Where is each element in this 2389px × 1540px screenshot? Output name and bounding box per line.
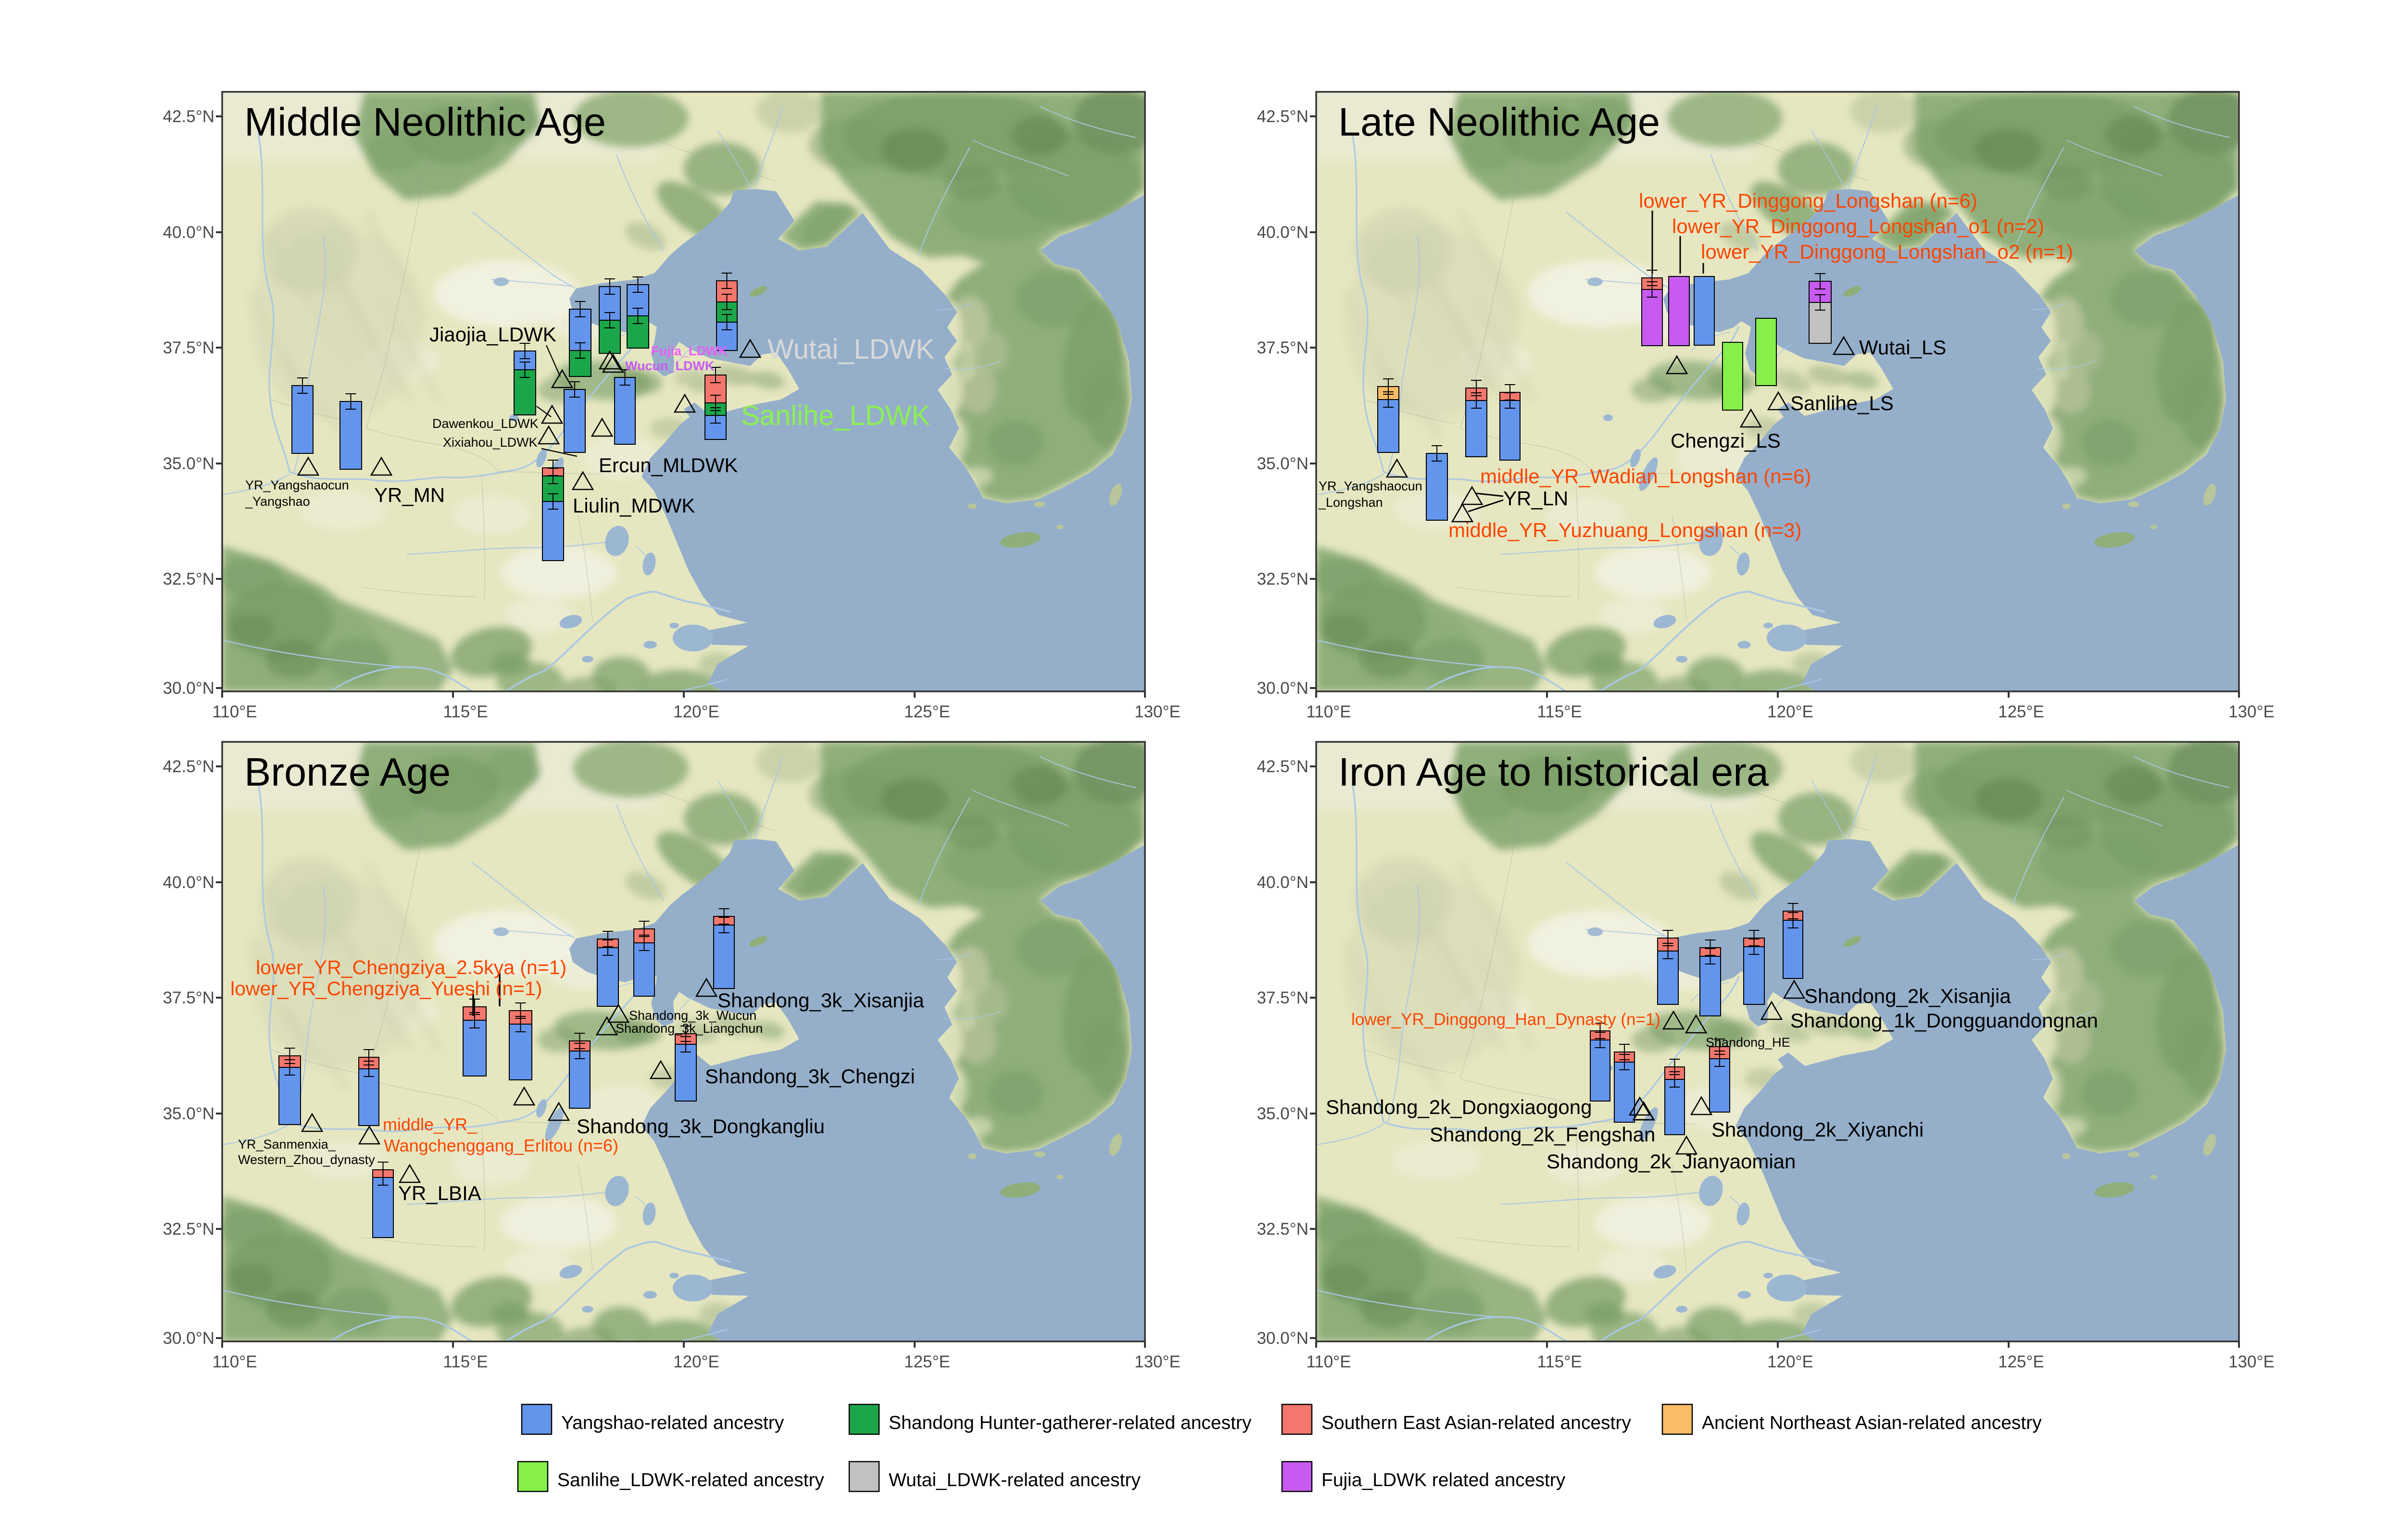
svg-text:110°E: 110°E (1306, 702, 1351, 721)
svg-text:middle_YR_: middle_YR_ (383, 1114, 478, 1134)
svg-text:YR_LN: YR_LN (1503, 487, 1568, 510)
svg-text:Shandong_2k_Xisanjia: Shandong_2k_Xisanjia (1804, 985, 2011, 1007)
svg-text:42.5°N: 42.5°N (163, 107, 214, 126)
svg-text:35.0°N: 35.0°N (163, 454, 214, 473)
svg-text:42.5°N: 42.5°N (163, 757, 214, 776)
svg-text:120°E: 120°E (1767, 702, 1813, 721)
svg-text:Shandong_HE: Shandong_HE (1706, 1035, 1790, 1050)
svg-text:Southern East Asian-related an: Southern East Asian-related ancestry (1321, 1413, 1631, 1433)
svg-text:Shandong_3k_Xisanjia: Shandong_3k_Xisanjia (717, 989, 924, 1012)
svg-text:lower_YR_Chengziya_Yueshi (n=1: lower_YR_Chengziya_Yueshi (n=1) (230, 977, 542, 1000)
svg-text:37.5°N: 37.5°N (163, 989, 214, 1007)
svg-text:lower_YR_Dinggong_Han_Dynasty: lower_YR_Dinggong_Han_Dynasty (n=1) (1351, 1010, 1660, 1029)
svg-text:Shandong_1k_Dongguandongnan: Shandong_1k_Dongguandongnan (1790, 1009, 2098, 1032)
svg-text:lower_YR_Chengziya_2.5kya (n=1: lower_YR_Chengziya_2.5kya (n=1) (256, 956, 566, 978)
svg-text:Shandong_2k_Fengshan: Shandong_2k_Fengshan (1430, 1123, 1655, 1146)
svg-text:Wutai_LDWK-related ancestry: Wutai_LDWK-related ancestry (889, 1470, 1141, 1490)
svg-text:Chengzi_LS: Chengzi_LS (1671, 429, 1781, 452)
svg-text:Liulin_MDWK: Liulin_MDWK (573, 494, 695, 517)
svg-text:30.0°N: 30.0°N (1257, 679, 1308, 698)
svg-text:Iron Age to historical era: Iron Age to historical era (1338, 750, 1769, 794)
svg-text:30.0°N: 30.0°N (1257, 1329, 1308, 1348)
svg-text:Late Neolithic Age: Late Neolithic Age (1338, 100, 1660, 144)
svg-text:40.0°N: 40.0°N (163, 223, 214, 242)
svg-text:Middle Neolithic Age: Middle Neolithic Age (244, 100, 606, 144)
svg-text:Yangshao-related ancestry: Yangshao-related ancestry (561, 1413, 784, 1433)
svg-text:32.5°N: 32.5°N (163, 1220, 214, 1239)
svg-text:130°E: 130°E (2228, 1352, 2275, 1371)
svg-text:130°E: 130°E (1134, 702, 1181, 721)
svg-text:Western_Zhou_dynasty: Western_Zhou_dynasty (238, 1152, 375, 1167)
svg-text:Shandong_2k_Xiyanchi: Shandong_2k_Xiyanchi (1711, 1118, 1924, 1141)
svg-text:Shandong_3k_Liangchun: Shandong_3k_Liangchun (616, 1021, 763, 1036)
svg-text:32.5°N: 32.5°N (1257, 1220, 1308, 1239)
svg-text:110°E: 110°E (1306, 1352, 1351, 1371)
svg-text:37.5°N: 37.5°N (1257, 989, 1308, 1007)
svg-text:30.0°N: 30.0°N (163, 1329, 214, 1348)
svg-text:115°E: 115°E (1537, 702, 1582, 721)
svg-text:42.5°N: 42.5°N (1257, 107, 1308, 126)
svg-text:Ancient Northeast Asian-relate: Ancient Northeast Asian-related ancestry (1702, 1413, 2042, 1433)
svg-text:110°E: 110°E (212, 702, 257, 721)
svg-text:125°E: 125°E (904, 1352, 950, 1371)
svg-text:Xixiahou_LDWK: Xixiahou_LDWK (443, 435, 538, 450)
svg-text:_Longshan: _Longshan (1318, 495, 1383, 510)
svg-text:Shandong_2k_Dongxiaogong: Shandong_2k_Dongxiaogong (1326, 1096, 1592, 1118)
svg-text:YR_MN: YR_MN (374, 484, 445, 506)
svg-text:Jiaojia_LDWK: Jiaojia_LDWK (429, 323, 556, 346)
svg-text:Shandong_3k_Dongkangliu: Shandong_3k_Dongkangliu (577, 1115, 825, 1138)
svg-text:120°E: 120°E (673, 702, 719, 721)
svg-text:Wutai_LS: Wutai_LS (1859, 336, 1946, 359)
svg-text:115°E: 115°E (443, 1352, 488, 1371)
svg-text:Shandong_2k_Jianyaomian: Shandong_2k_Jianyaomian (1547, 1150, 1796, 1173)
svg-text:middle_YR_Yuzhuang_Longshan (n: middle_YR_Yuzhuang_Longshan (n=3) (1448, 519, 1801, 541)
svg-text:40.0°N: 40.0°N (1257, 223, 1308, 242)
svg-text:32.5°N: 32.5°N (163, 570, 214, 588)
svg-text:110°E: 110°E (212, 1352, 257, 1371)
svg-text:40.0°N: 40.0°N (163, 873, 214, 892)
svg-text:YR_LBIA: YR_LBIA (398, 1182, 481, 1204)
svg-text:Shandong Hunter-gatherer-relat: Shandong Hunter-gatherer-related ancestr… (889, 1413, 1252, 1433)
svg-text:lower_YR_Dinggong_Longshan_o2: lower_YR_Dinggong_Longshan_o2 (n=1) (1701, 240, 2073, 263)
svg-text:125°E: 125°E (1998, 1352, 2044, 1371)
svg-text:32.5°N: 32.5°N (1257, 570, 1308, 588)
svg-text:_Yangshao: _Yangshao (245, 494, 310, 509)
svg-text:130°E: 130°E (1134, 1352, 1181, 1371)
svg-text:Wangchenggang_Erlitou (n=6): Wangchenggang_Erlitou (n=6) (384, 1136, 618, 1155)
svg-text:YR_Yangshaocun: YR_Yangshaocun (1319, 479, 1422, 493)
svg-text:YR_Yangshaocun: YR_Yangshaocun (245, 478, 349, 492)
svg-text:37.5°N: 37.5°N (163, 338, 214, 357)
svg-text:35.0°N: 35.0°N (163, 1104, 214, 1123)
svg-text:Sanlihe_LDWK-related ancestry: Sanlihe_LDWK-related ancestry (557, 1470, 824, 1490)
svg-text:35.0°N: 35.0°N (1257, 1104, 1308, 1123)
svg-text:Dawenkou_LDWK: Dawenkou_LDWK (432, 416, 539, 431)
svg-text:Shandong_3k_Wucun: Shandong_3k_Wucun (629, 1008, 756, 1023)
svg-text:115°E: 115°E (1537, 1352, 1582, 1371)
svg-text:Wutai_LDWK: Wutai_LDWK (767, 334, 934, 365)
svg-text:120°E: 120°E (1767, 1352, 1813, 1371)
svg-text:35.0°N: 35.0°N (1257, 454, 1308, 473)
svg-text:Fujia_LDWK related ancestry: Fujia_LDWK related ancestry (1321, 1470, 1566, 1490)
svg-text:120°E: 120°E (673, 1352, 719, 1371)
svg-text:42.5°N: 42.5°N (1257, 757, 1308, 776)
svg-text:Fujia_LDWK: Fujia_LDWK (651, 344, 728, 358)
svg-text:Bronze Age: Bronze Age (244, 750, 451, 794)
svg-text:37.5°N: 37.5°N (1257, 338, 1308, 357)
svg-text:lower_YR_Dinggong_Longshan (n=: lower_YR_Dinggong_Longshan (n=6) (1639, 189, 1977, 212)
svg-text:Sanlihe_LS: Sanlihe_LS (1790, 392, 1894, 414)
svg-text:30.0°N: 30.0°N (163, 679, 214, 698)
svg-text:130°E: 130°E (2228, 702, 2275, 721)
svg-text:115°E: 115°E (443, 702, 488, 721)
svg-text:125°E: 125°E (1998, 702, 2044, 721)
svg-text:40.0°N: 40.0°N (1257, 873, 1308, 892)
svg-text:Shandong_3k_Chengzi: Shandong_3k_Chengzi (705, 1065, 915, 1088)
svg-text:125°E: 125°E (904, 702, 950, 721)
svg-text:YR_Sanmenxia_: YR_Sanmenxia_ (238, 1137, 336, 1152)
svg-text:middle_YR_Wadian_Longshan (n=6: middle_YR_Wadian_Longshan (n=6) (1480, 465, 1811, 488)
svg-text:Ercun_MLDWK: Ercun_MLDWK (599, 454, 738, 476)
svg-text:lower_YR_Dinggong_Longshan_o1: lower_YR_Dinggong_Longshan_o1 (n=2) (1672, 215, 2044, 238)
svg-text:Sanlihe_LDWK: Sanlihe_LDWK (741, 400, 930, 431)
svg-text:Wucun_LDWK: Wucun_LDWK (625, 359, 715, 373)
